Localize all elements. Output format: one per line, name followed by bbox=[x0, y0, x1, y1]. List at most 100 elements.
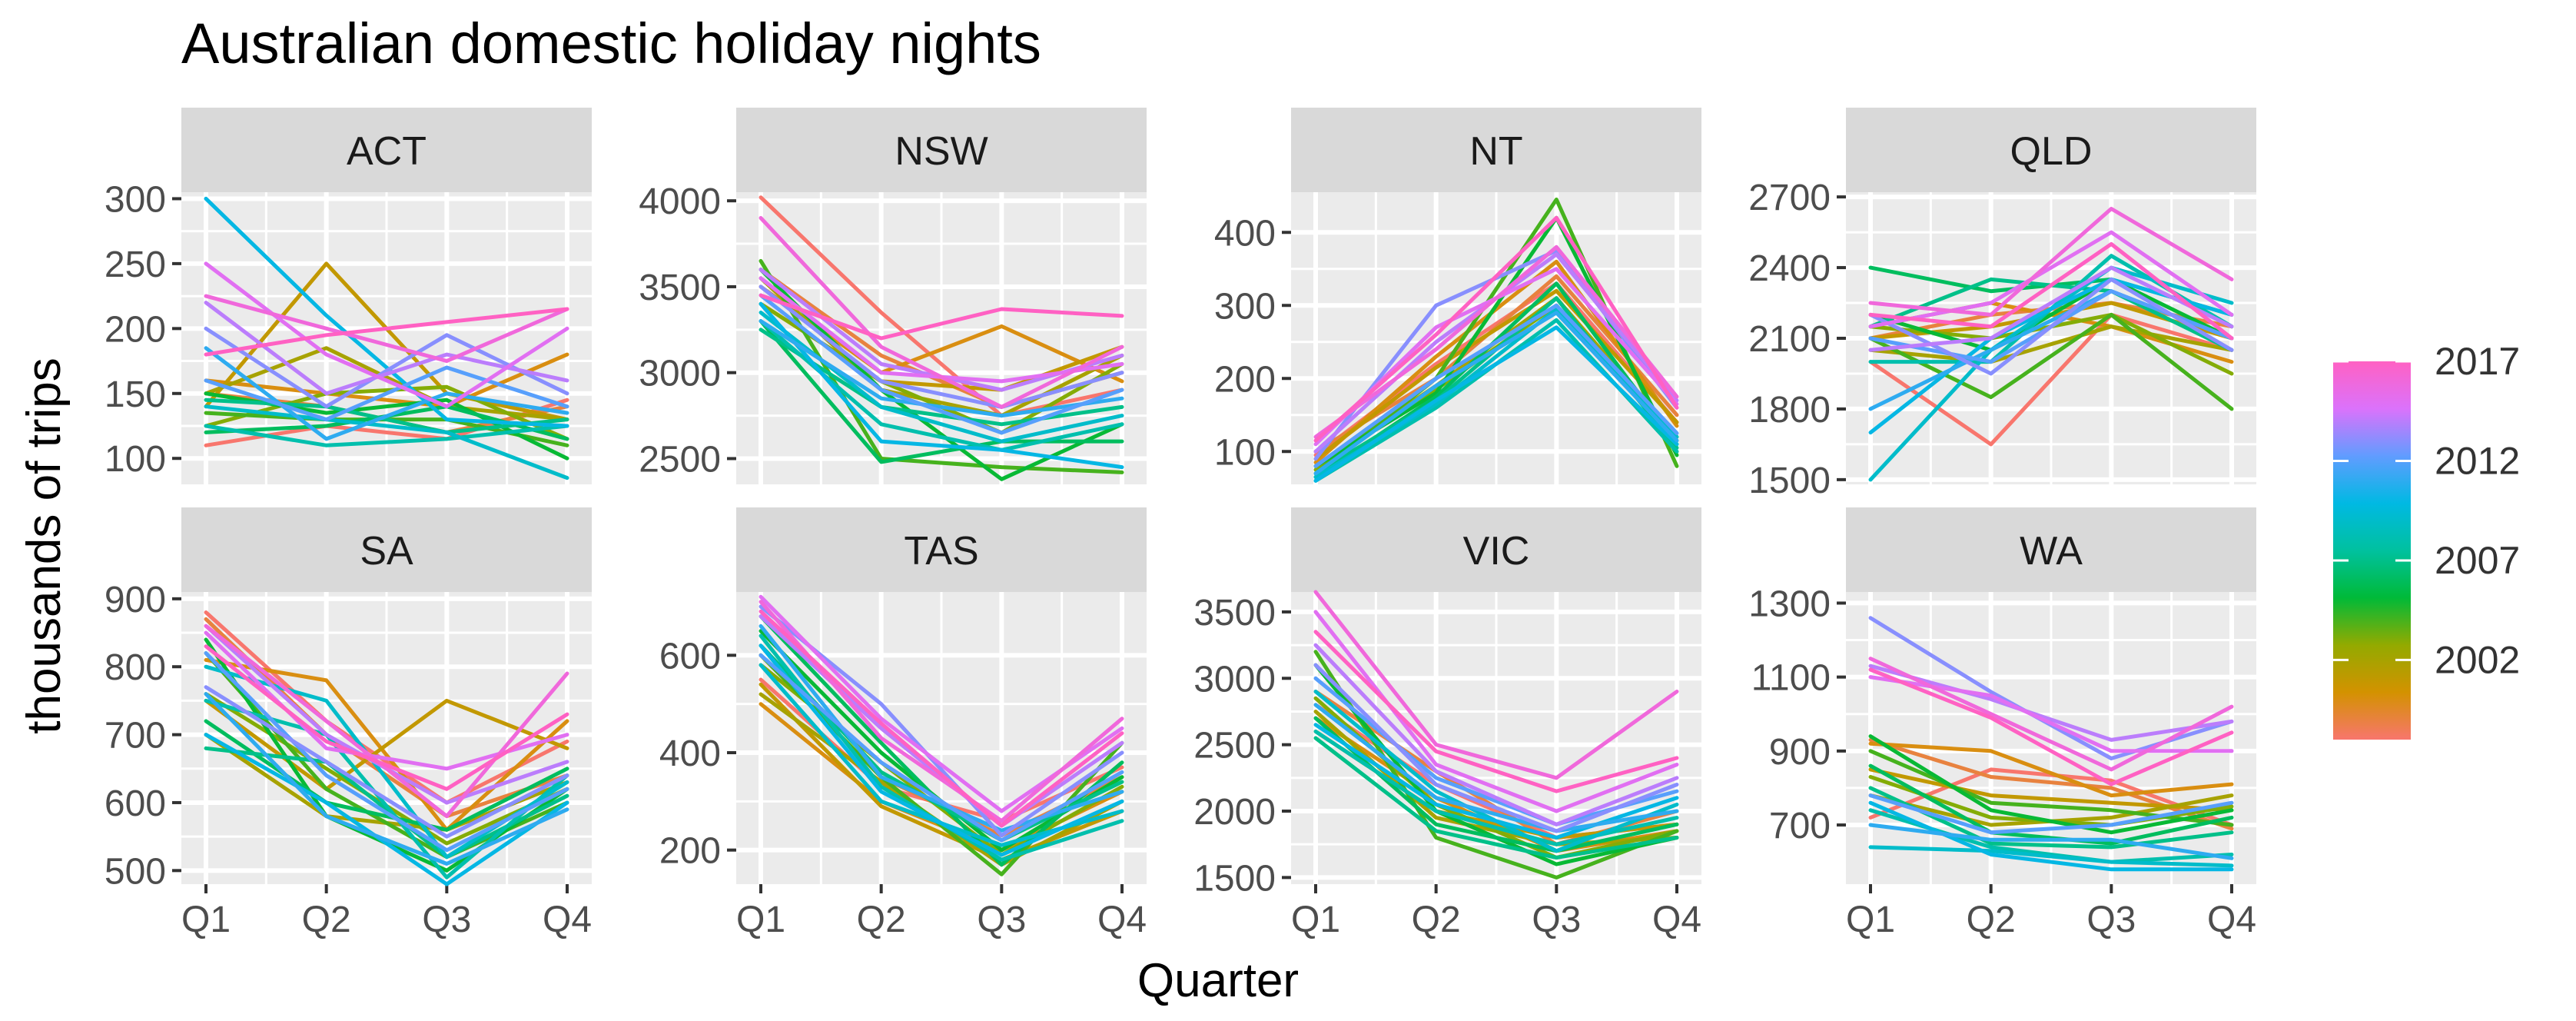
series-line-2015 bbox=[204, 261, 569, 409]
y-tick-label: 2400 bbox=[1748, 248, 1831, 289]
y-tick-label: 3500 bbox=[639, 268, 721, 308]
facet-strip bbox=[1846, 507, 2256, 592]
series-line-2010 bbox=[1868, 800, 2234, 872]
series-line-2015 bbox=[1313, 610, 1679, 813]
series-line-2007 bbox=[1313, 736, 1679, 860]
y-tick-label: 700 bbox=[1769, 806, 1831, 846]
series-line-2011 bbox=[759, 319, 1124, 418]
y-tick-label: 1500 bbox=[1748, 461, 1831, 501]
facet-strip-label: ACT bbox=[347, 129, 427, 174]
series-line-2014 bbox=[1868, 663, 2234, 742]
series-line-2000 bbox=[1313, 259, 1679, 464]
x-tick-label: Q4 bbox=[1097, 900, 1147, 940]
series-line-2016 bbox=[1313, 244, 1679, 439]
x-tick-label: Q1 bbox=[1291, 900, 1340, 940]
series-line-2016 bbox=[1313, 590, 1679, 780]
y-tick-label: 1300 bbox=[1748, 584, 1831, 624]
series-line-1998 bbox=[1868, 312, 2234, 447]
y-tick-label: 200 bbox=[659, 831, 721, 872]
facet-qld: QLD 1500 1800 2100 2400 2700 bbox=[1748, 108, 2256, 501]
x-tick-label: Q2 bbox=[1412, 900, 1461, 940]
facet-strip bbox=[736, 507, 1147, 592]
x-tick-label: Q1 bbox=[181, 900, 231, 940]
series-line-2005 bbox=[759, 268, 1124, 481]
legend-label: 2012 bbox=[2435, 439, 2520, 482]
x-tick-label: Q4 bbox=[2207, 900, 2256, 940]
series-line-2016 bbox=[1868, 207, 2234, 317]
series-line-2017 bbox=[1868, 241, 2234, 341]
series-line-2017 bbox=[1313, 215, 1679, 443]
facet-vic: VIC 1500 2000 2500 3000 3500 Q1 Q2 Q3 Q4 bbox=[1193, 507, 1701, 940]
series-line-2001 bbox=[204, 698, 569, 791]
series-line-2010 bbox=[204, 196, 569, 428]
facet-nt: NT 100 200 300 400 bbox=[1214, 108, 1701, 484]
x-tick-label: Q3 bbox=[2086, 900, 2136, 940]
series-line-2017 bbox=[204, 644, 569, 791]
y-tick-label: 200 bbox=[1214, 359, 1276, 400]
y-tick-label: 300 bbox=[1214, 286, 1276, 327]
facet-strip-label: QLD bbox=[2010, 129, 2093, 174]
facet-nsw: NSW 2500 3000 3500 4000 bbox=[639, 108, 1147, 484]
series-line-2007 bbox=[204, 397, 569, 434]
y-tick-label: 100 bbox=[1214, 432, 1276, 473]
x-tick-label: Q1 bbox=[1846, 900, 1895, 940]
series-line-2001 bbox=[1313, 288, 1679, 461]
x-tick-label: Q2 bbox=[1967, 900, 2016, 940]
series-line-2005 bbox=[1868, 734, 2234, 835]
y-axis-label: thousands of trips bbox=[18, 358, 71, 733]
y-tick-label: 200 bbox=[105, 309, 166, 350]
series-line-2011 bbox=[204, 346, 569, 441]
facet-strip bbox=[1291, 108, 1701, 192]
facet-strip bbox=[1846, 108, 2256, 192]
y-tick-label: 900 bbox=[105, 580, 166, 620]
y-tick-label: 1100 bbox=[1751, 658, 1831, 699]
series-line-2008 bbox=[204, 698, 569, 880]
x-axis-label: Quarter bbox=[1137, 954, 1299, 1007]
y-tick-label: 500 bbox=[105, 851, 166, 892]
series-line-2013 bbox=[204, 326, 569, 409]
facet-strip-label: WA bbox=[2020, 529, 2083, 574]
facet-wa: WA 700 900 1100 1300 Q1 Q2 Q3 Q4 bbox=[1748, 507, 2256, 940]
x-tick-label: Q2 bbox=[857, 900, 906, 940]
series-line-2014 bbox=[1313, 643, 1679, 826]
series-line-2002 bbox=[1868, 324, 2234, 364]
y-tick-label: 2700 bbox=[1748, 178, 1831, 218]
facet-act: ACT 100 150 200 250 300 bbox=[105, 108, 592, 484]
facet-strip bbox=[1291, 507, 1701, 592]
series-line-2010 bbox=[204, 733, 569, 886]
y-tick-label: 2100 bbox=[1748, 319, 1831, 360]
y-tick-label: 2500 bbox=[639, 439, 721, 480]
series-line-2007 bbox=[759, 328, 1124, 427]
y-tick-label: 1500 bbox=[1193, 858, 1276, 899]
y-tick-label: 3000 bbox=[1193, 659, 1276, 700]
series-line-2010 bbox=[759, 301, 1124, 470]
series-line-2006 bbox=[759, 319, 1124, 464]
series-line-1998 bbox=[204, 610, 569, 805]
series-line-2016 bbox=[204, 294, 569, 364]
series-line-2011 bbox=[1313, 311, 1679, 476]
x-tick-label: Q4 bbox=[543, 900, 592, 940]
chart-title: Australian domestic holiday nights bbox=[181, 12, 1041, 75]
y-tick-label: 100 bbox=[105, 439, 166, 480]
series-line-2015 bbox=[1868, 230, 2234, 329]
facet-strip-label: SA bbox=[360, 529, 413, 574]
x-tick-label: Q1 bbox=[736, 900, 785, 940]
series-line-2012 bbox=[759, 653, 1124, 843]
series-line-2012 bbox=[204, 651, 569, 853]
y-tick-label: 4000 bbox=[639, 181, 721, 222]
legend-ticks: 2002 2007 2012 2017 bbox=[2333, 340, 2520, 681]
x-tick-label: Q2 bbox=[302, 900, 351, 940]
facet-strip bbox=[181, 507, 592, 592]
y-tick-label: 600 bbox=[659, 636, 721, 677]
facet-panels: ACT 100 150 200 250 300 NSW 2500 3000 3500 4000 NT 1… bbox=[105, 108, 2256, 940]
series-line-2016 bbox=[204, 624, 569, 819]
y-tick-label: 800 bbox=[105, 647, 166, 688]
y-tick-label: 250 bbox=[105, 244, 166, 285]
series-line-2017 bbox=[1868, 667, 2234, 787]
y-tick-label: 400 bbox=[659, 733, 721, 774]
y-tick-label: 3500 bbox=[1193, 593, 1276, 634]
series-line-2016 bbox=[759, 216, 1124, 409]
x-tick-label: Q3 bbox=[1532, 900, 1581, 940]
y-tick-label: 2500 bbox=[1193, 726, 1276, 767]
legend-label: 2017 bbox=[2435, 340, 2520, 383]
